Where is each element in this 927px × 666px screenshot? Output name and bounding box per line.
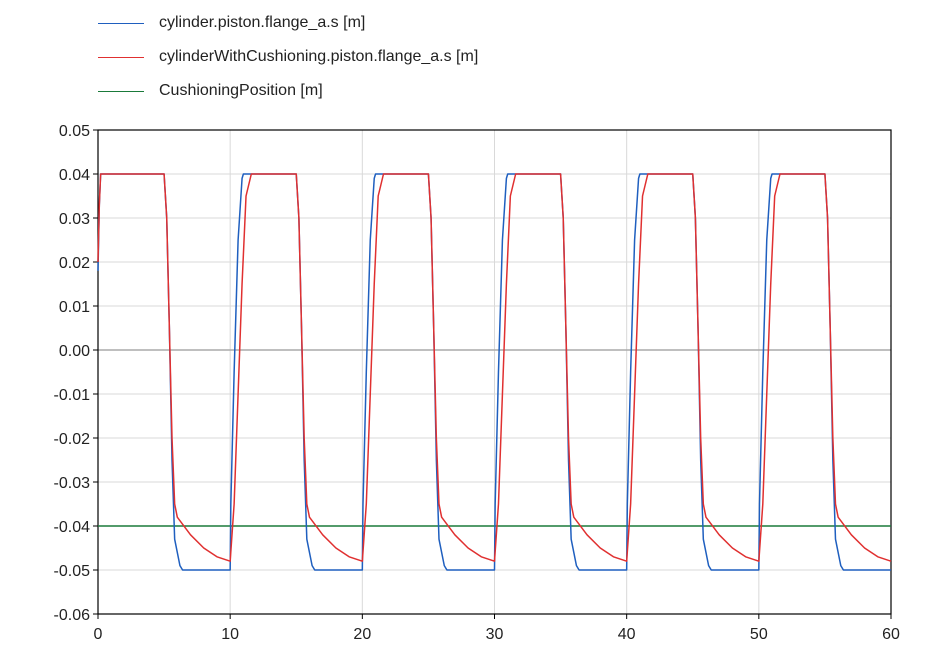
y-tick-label: 0.01 xyxy=(59,299,90,316)
y-tick-label: 0.05 xyxy=(59,123,90,140)
y-tick-label: 0.00 xyxy=(59,343,90,360)
legend-swatch xyxy=(98,91,144,92)
y-tick-label: -0.02 xyxy=(54,431,91,448)
y-tick-label: -0.04 xyxy=(54,519,91,536)
series-line xyxy=(97,173,892,562)
legend-swatch xyxy=(98,23,144,24)
legend-swatch xyxy=(98,57,144,58)
y-tick-label: 0.02 xyxy=(59,255,90,272)
y-tick-label: 0.04 xyxy=(59,167,90,184)
x-tick-label: 30 xyxy=(486,626,504,643)
y-tick-label: -0.03 xyxy=(54,475,91,492)
x-tick-label: 0 xyxy=(94,626,103,643)
legend-label: cylinderWithCushioning.piston.flange_a.s… xyxy=(159,48,479,65)
y-tick-label: -0.01 xyxy=(54,387,91,404)
x-tick-label: 60 xyxy=(882,626,900,643)
x-tick-label: 50 xyxy=(750,626,768,643)
x-tick-label: 20 xyxy=(353,626,371,643)
legend-label: CushioningPosition [m] xyxy=(159,82,323,99)
y-tick-label: -0.05 xyxy=(54,563,91,580)
y-tick-label: 0.03 xyxy=(59,211,90,228)
x-tick-label: 10 xyxy=(221,626,239,643)
x-tick-label: 40 xyxy=(618,626,636,643)
legend-label: cylinder.piston.flange_a.s [m] xyxy=(159,14,366,31)
y-tick-label: -0.06 xyxy=(54,607,91,624)
